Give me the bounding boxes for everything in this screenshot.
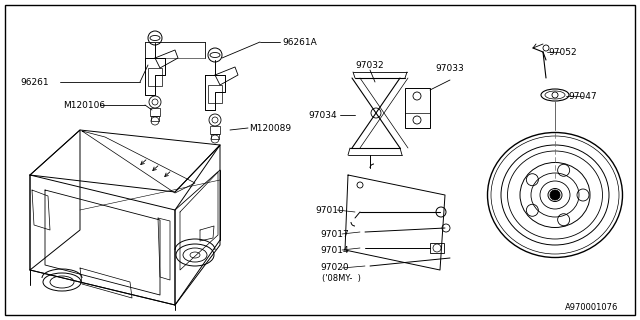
Text: M120089: M120089	[249, 124, 291, 132]
Bar	[150, 108, 160, 116]
Text: 97017: 97017	[320, 229, 349, 238]
Bar	[405, 88, 430, 128]
Text: 97032: 97032	[355, 60, 383, 69]
Bar	[211, 134, 219, 139]
Text: 97047: 97047	[568, 92, 596, 100]
Bar	[210, 126, 220, 134]
Text: 97014: 97014	[320, 245, 349, 254]
Text: M120106: M120106	[63, 100, 105, 109]
Text: A970001076: A970001076	[565, 303, 618, 313]
Text: 97052: 97052	[548, 47, 577, 57]
Text: 97033: 97033	[435, 63, 464, 73]
Text: 97020: 97020	[320, 263, 349, 273]
Bar	[430, 243, 444, 253]
Bar	[151, 116, 159, 121]
Text: 97034: 97034	[308, 110, 337, 119]
Text: 96261: 96261	[20, 77, 49, 86]
Circle shape	[550, 190, 560, 200]
Text: 96261A: 96261A	[282, 37, 317, 46]
Text: ('08MY-  ): ('08MY- )	[322, 274, 361, 283]
Text: 97010: 97010	[315, 205, 344, 214]
Bar	[148, 68, 162, 86]
Bar	[208, 85, 222, 103]
